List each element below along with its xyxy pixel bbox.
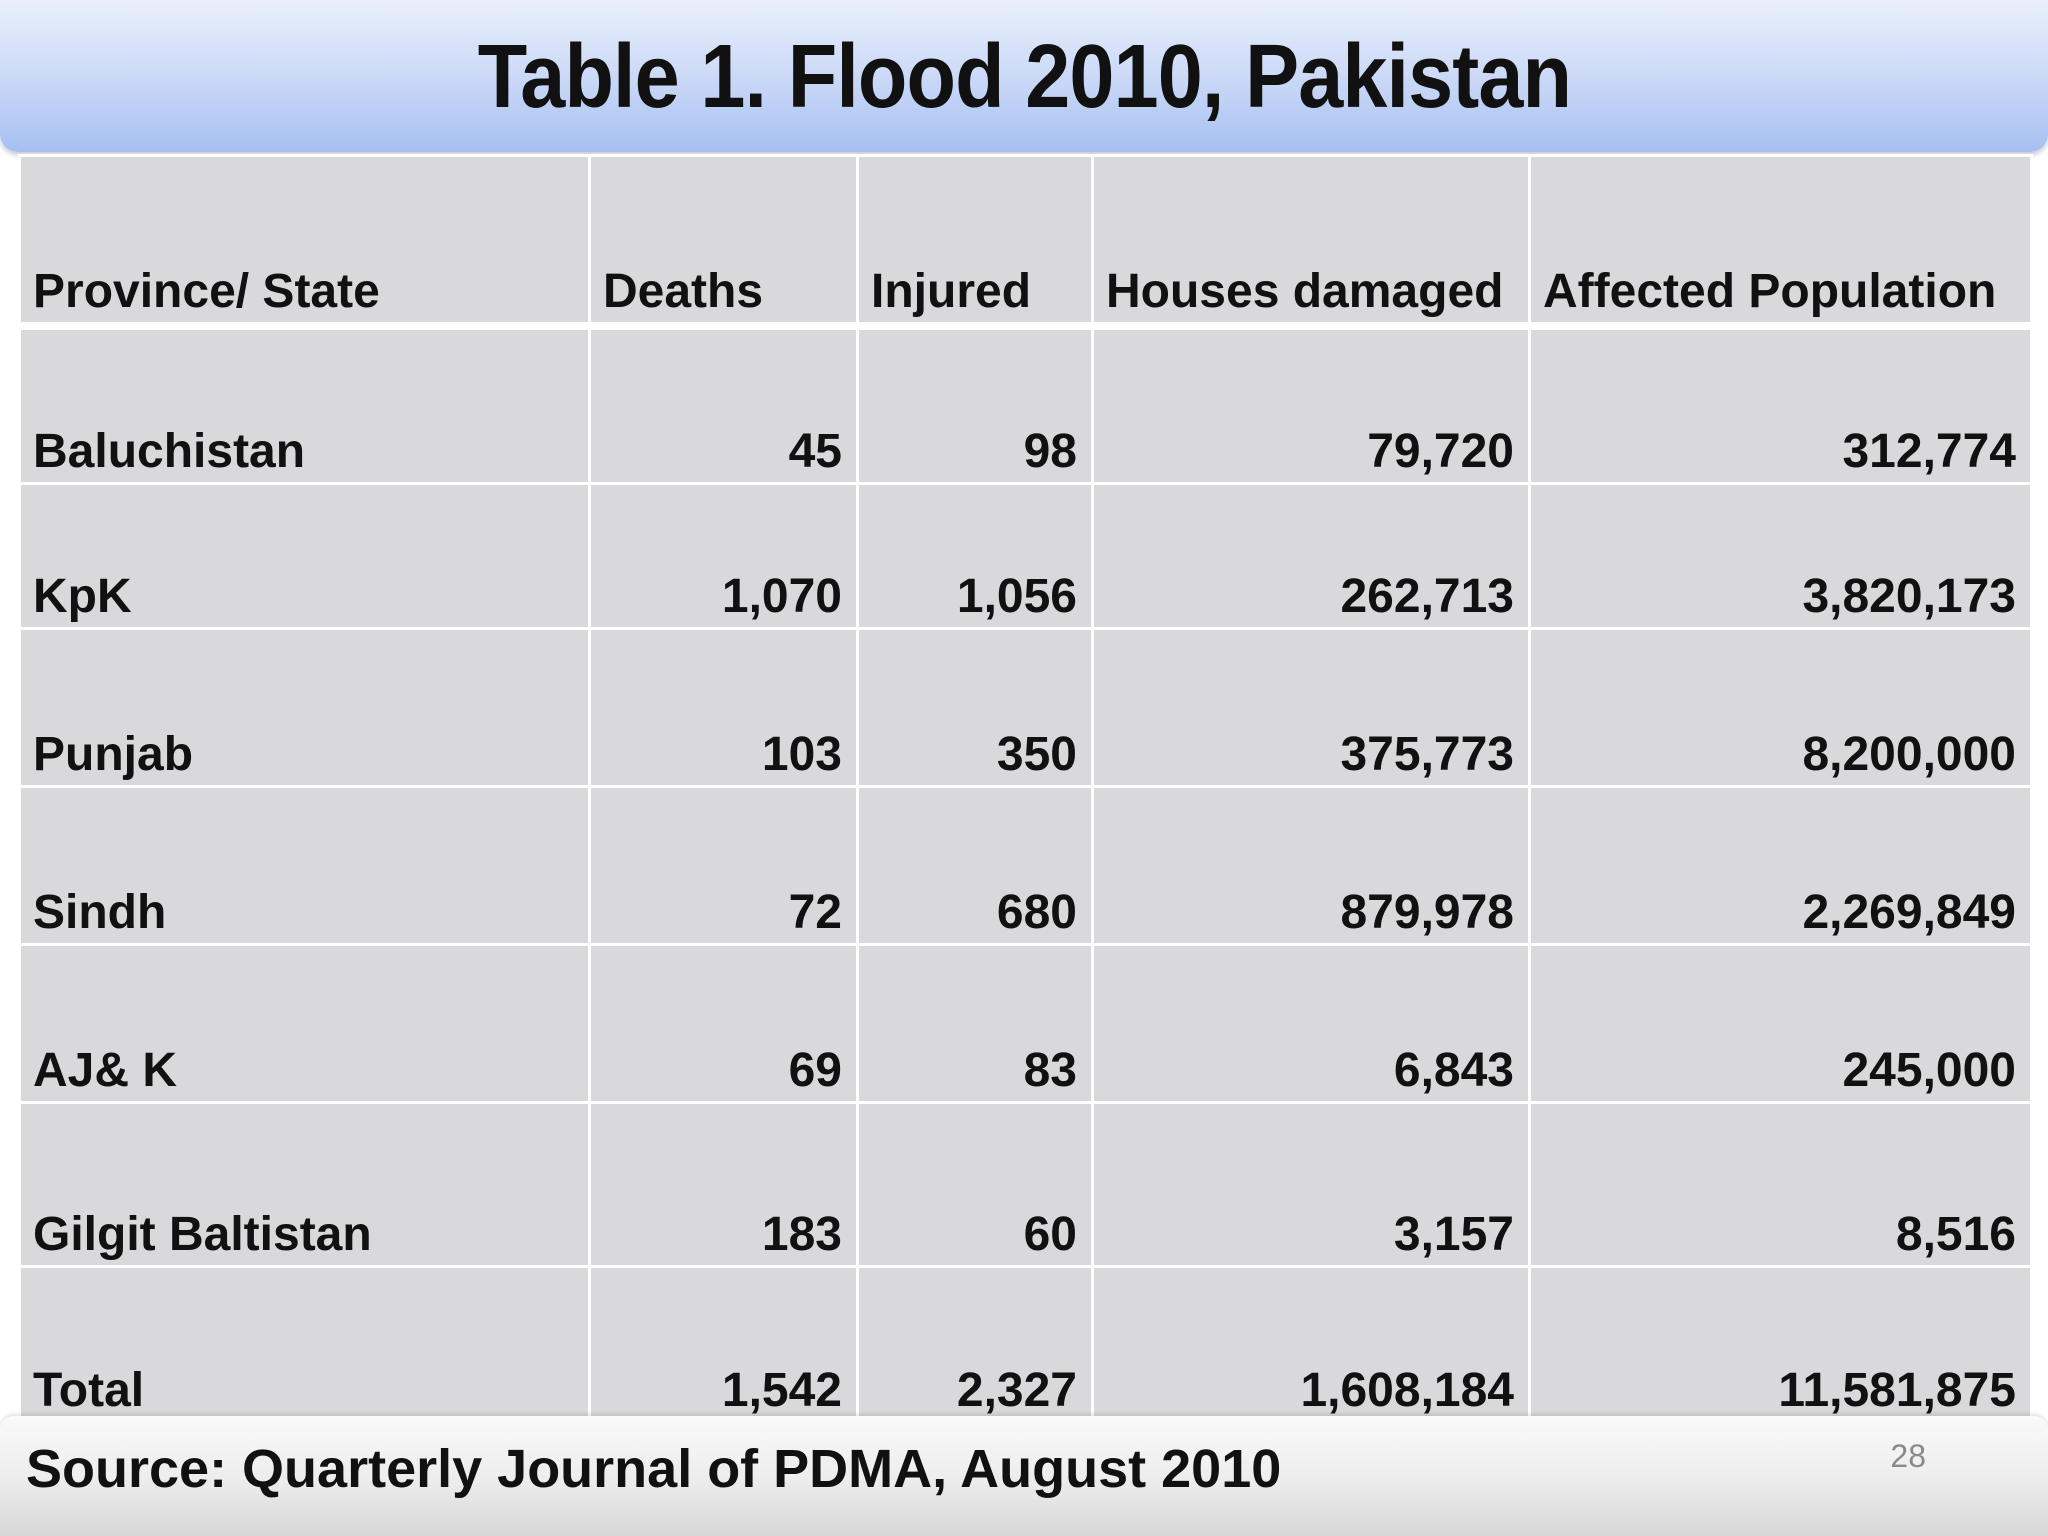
cell-affected-population: 2,269,849 <box>1528 785 2033 946</box>
cell-injured: 1,056 <box>856 482 1094 630</box>
cell-deaths: 1,542 <box>588 1265 859 1424</box>
title-bar: Table 1. Flood 2010, Pakistan <box>0 0 2048 152</box>
table-row: Gilgit Baltistan 183 60 3,157 8,516 <box>18 1101 2033 1268</box>
header-deaths: Deaths <box>588 154 859 330</box>
cell-injured: 98 <box>856 324 1094 485</box>
cell-houses-damaged: 879,978 <box>1091 785 1531 946</box>
cell-province: Baluchistan <box>18 324 591 485</box>
table-row: Sindh 72 680 879,978 2,269,849 <box>18 785 2033 946</box>
cell-province: Gilgit Baltistan <box>18 1101 591 1268</box>
table-row: AJ& K 69 83 6,843 245,000 <box>18 943 2033 1104</box>
cell-deaths: 103 <box>588 627 859 788</box>
table-row: KpK 1,070 1,056 262,713 3,820,173 <box>18 482 2033 630</box>
cell-province: AJ& K <box>18 943 591 1104</box>
cell-province: Sindh <box>18 785 591 946</box>
header-injured: Injured <box>856 154 1094 330</box>
cell-affected-population: 8,200,000 <box>1528 627 2033 788</box>
cell-houses-damaged: 262,713 <box>1091 482 1531 630</box>
page-number: 28 <box>1890 1438 1926 1474</box>
cell-deaths: 183 <box>588 1101 859 1268</box>
source-citation: Source: Quarterly Journal of PDMA, Augus… <box>26 1439 1282 1499</box>
cell-affected-population: 245,000 <box>1528 943 2033 1104</box>
cell-injured: 60 <box>856 1101 1094 1268</box>
cell-deaths: 72 <box>588 785 859 946</box>
cell-province: Total <box>18 1265 591 1424</box>
table-header-row: Province/ State Deaths Injured Houses da… <box>18 154 2033 330</box>
cell-deaths: 45 <box>588 324 859 485</box>
slide-title: Table 1. Flood 2010, Pakistan <box>477 26 1571 127</box>
table-row-total: Total 1,542 2,327 1,608,184 11,581,875 <box>18 1265 2033 1424</box>
cell-houses-damaged: 6,843 <box>1091 943 1531 1104</box>
cell-injured: 350 <box>856 627 1094 788</box>
table-row: Punjab 103 350 375,773 8,200,000 <box>18 627 2033 788</box>
cell-houses-damaged: 1,608,184 <box>1091 1265 1531 1424</box>
cell-injured: 680 <box>856 785 1094 946</box>
cell-houses-damaged: 3,157 <box>1091 1101 1531 1268</box>
cell-province: Punjab <box>18 627 591 788</box>
cell-deaths: 1,070 <box>588 482 859 630</box>
flood-table-container: Province/ State Deaths Injured Houses da… <box>18 154 2033 1424</box>
header-affected-population: Affected Population <box>1528 154 2033 330</box>
cell-houses-damaged: 375,773 <box>1091 627 1531 788</box>
cell-injured: 83 <box>856 943 1094 1104</box>
table-row: Baluchistan 45 98 79,720 312,774 <box>18 324 2033 485</box>
cell-injured: 2,327 <box>856 1265 1094 1424</box>
cell-affected-population: 11,581,875 <box>1528 1265 2033 1424</box>
cell-affected-population: 8,516 <box>1528 1101 2033 1268</box>
header-province: Province/ State <box>18 154 591 330</box>
flood-table: Province/ State Deaths Injured Houses da… <box>18 154 2033 1424</box>
cell-houses-damaged: 79,720 <box>1091 324 1531 485</box>
cell-deaths: 69 <box>588 943 859 1104</box>
cell-province: KpK <box>18 482 591 630</box>
source-bar: Source: Quarterly Journal of PDMA, Augus… <box>0 1416 2048 1536</box>
cell-affected-population: 3,820,173 <box>1528 482 2033 630</box>
cell-affected-population: 312,774 <box>1528 324 2033 485</box>
header-houses-damaged: Houses damaged <box>1091 154 1531 330</box>
